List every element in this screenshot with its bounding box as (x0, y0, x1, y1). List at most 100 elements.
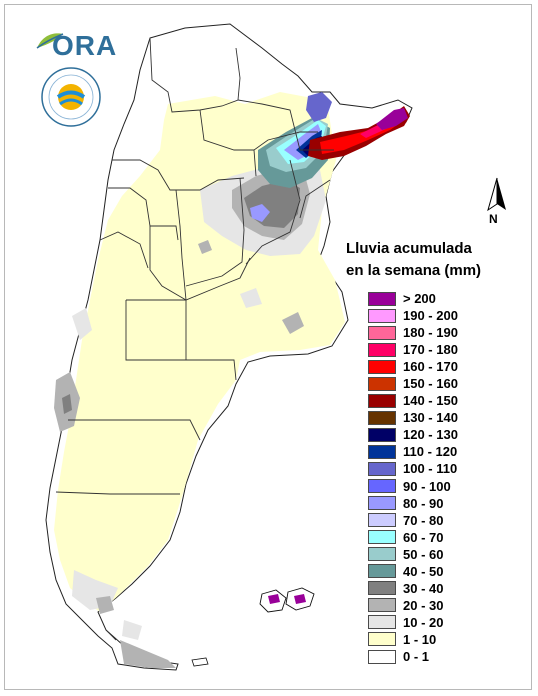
province-borders (55, 37, 334, 641)
legend-label: 70 - 80 (403, 512, 444, 528)
legend-item: 120 - 130 (368, 426, 458, 443)
legend-swatch (368, 461, 396, 476)
legend-swatch (368, 581, 396, 596)
legend-label: 30 - 40 (403, 580, 444, 596)
rain-band-south-grey-2 (62, 394, 72, 414)
ora-leaf-icon (36, 33, 64, 49)
legend-label: 80 - 90 (403, 495, 444, 511)
legend-label: 110 - 120 (403, 444, 458, 460)
legend-swatch (368, 530, 396, 545)
legend-item: 170 - 180 (368, 341, 458, 358)
legend-title-line-2: en la semana (mm) (346, 262, 482, 279)
legend-item: 1 - 10 (368, 631, 458, 648)
rain-band-santa-cruz-coast (122, 620, 142, 640)
province-border (126, 257, 251, 301)
legend-swatch (368, 649, 396, 664)
legend-label: 20 - 30 (403, 597, 444, 613)
legend-label: 90 - 100 (403, 478, 451, 494)
legend-label: 140 - 150 (403, 393, 458, 409)
legend-swatch (368, 376, 396, 391)
legend-swatch (368, 496, 396, 511)
legend-swatch (368, 308, 396, 323)
rain-band-cordoba-blue (250, 204, 270, 222)
rain-band-above-200 (376, 108, 408, 130)
legend-item: 20 - 30 (368, 597, 458, 614)
legend-title: Lluvia acumulada en la semana (mm) (346, 238, 526, 282)
legend-item: 110 - 120 (368, 443, 458, 460)
legend-item: 30 - 40 (368, 580, 458, 597)
legend-swatch (368, 513, 396, 528)
rain-band-north-tip-blue (306, 92, 332, 122)
province-border (253, 131, 318, 151)
legend-label: 180 - 190 (403, 325, 458, 341)
province-border (55, 491, 180, 495)
province-border (108, 187, 179, 241)
rain-band-10-20-pampa-1 (282, 312, 304, 334)
rain-band-20-30-west (198, 240, 212, 254)
province-border (245, 159, 301, 265)
legend-item: 80 - 90 (368, 495, 458, 512)
legend-swatch (368, 359, 396, 374)
legend-swatch (368, 291, 396, 306)
province-border (112, 159, 245, 191)
province-border (299, 179, 331, 219)
legend-swatch (368, 342, 396, 357)
legend-swatch (368, 479, 396, 494)
legend-swatch (368, 410, 396, 425)
legend-item: 190 - 200 (368, 307, 458, 324)
legend-swatch (368, 393, 396, 408)
province-border (149, 226, 187, 301)
legend-label: 60 - 70 (403, 529, 444, 545)
province-border (125, 300, 187, 361)
province-border (105, 629, 117, 641)
legend-label: 0 - 1 (403, 649, 430, 664)
legend-item: 150 - 160 (368, 375, 458, 392)
smn-seal-icon (41, 67, 101, 127)
legend-list: > 200 190 - 200 180 - 190 170 - 180 160 - 17… (368, 290, 458, 665)
legend-label: 130 - 140 (403, 410, 458, 426)
malvinas-islands (259, 587, 315, 613)
legend-swatch (368, 615, 396, 630)
isla-de-los-estados (191, 657, 209, 667)
north-arrow-icon (487, 177, 506, 212)
legend-label: 1 - 10 (403, 631, 437, 647)
legend-item: 10 - 20 (368, 614, 458, 631)
legend-label: 160 - 170 (403, 359, 458, 375)
legend-swatch (368, 632, 396, 647)
rain-band-10-20-pampa-2 (240, 288, 262, 308)
legend-swatch (368, 325, 396, 340)
legend-item: 90 - 100 (368, 478, 458, 495)
legend-title-line-1: Lluvia acumulada (346, 240, 472, 257)
legend-swatch (368, 547, 396, 562)
legend-item: 140 - 150 (368, 392, 458, 409)
legend-label: 120 - 130 (403, 427, 458, 443)
north-label: N (489, 212, 498, 226)
legend-item: 40 - 50 (368, 563, 458, 580)
legend-label: 150 - 160 (403, 376, 458, 392)
legend-item: 50 - 60 (368, 546, 458, 563)
ora-logo-text: ORA (52, 30, 118, 61)
map-frame (4, 4, 532, 690)
province-border (68, 419, 201, 441)
legend-swatch (368, 444, 396, 459)
province-border (186, 359, 237, 381)
legend-item: 180 - 190 (368, 324, 458, 341)
legend-label: 50 - 60 (403, 546, 444, 562)
legend-label: 170 - 180 (403, 342, 458, 358)
legend-label: 10 - 20 (403, 614, 444, 630)
legend-label: > 200 (403, 291, 436, 307)
rain-band-tierra-del-fuego (120, 640, 176, 668)
rain-contours (54, 92, 410, 668)
legend-label: 190 - 200 (403, 308, 458, 324)
province-border (99, 231, 149, 269)
rain-band-patagonia-south-2 (96, 596, 114, 614)
legend-swatch (368, 564, 396, 579)
province-border (237, 99, 334, 151)
province-border (175, 189, 187, 301)
legend-item: 0 - 1 (368, 648, 458, 665)
legend-label: 40 - 50 (403, 563, 444, 579)
legend-item: 70 - 80 (368, 512, 458, 529)
province-border (185, 177, 245, 287)
legend-item: > 200 (368, 290, 458, 307)
